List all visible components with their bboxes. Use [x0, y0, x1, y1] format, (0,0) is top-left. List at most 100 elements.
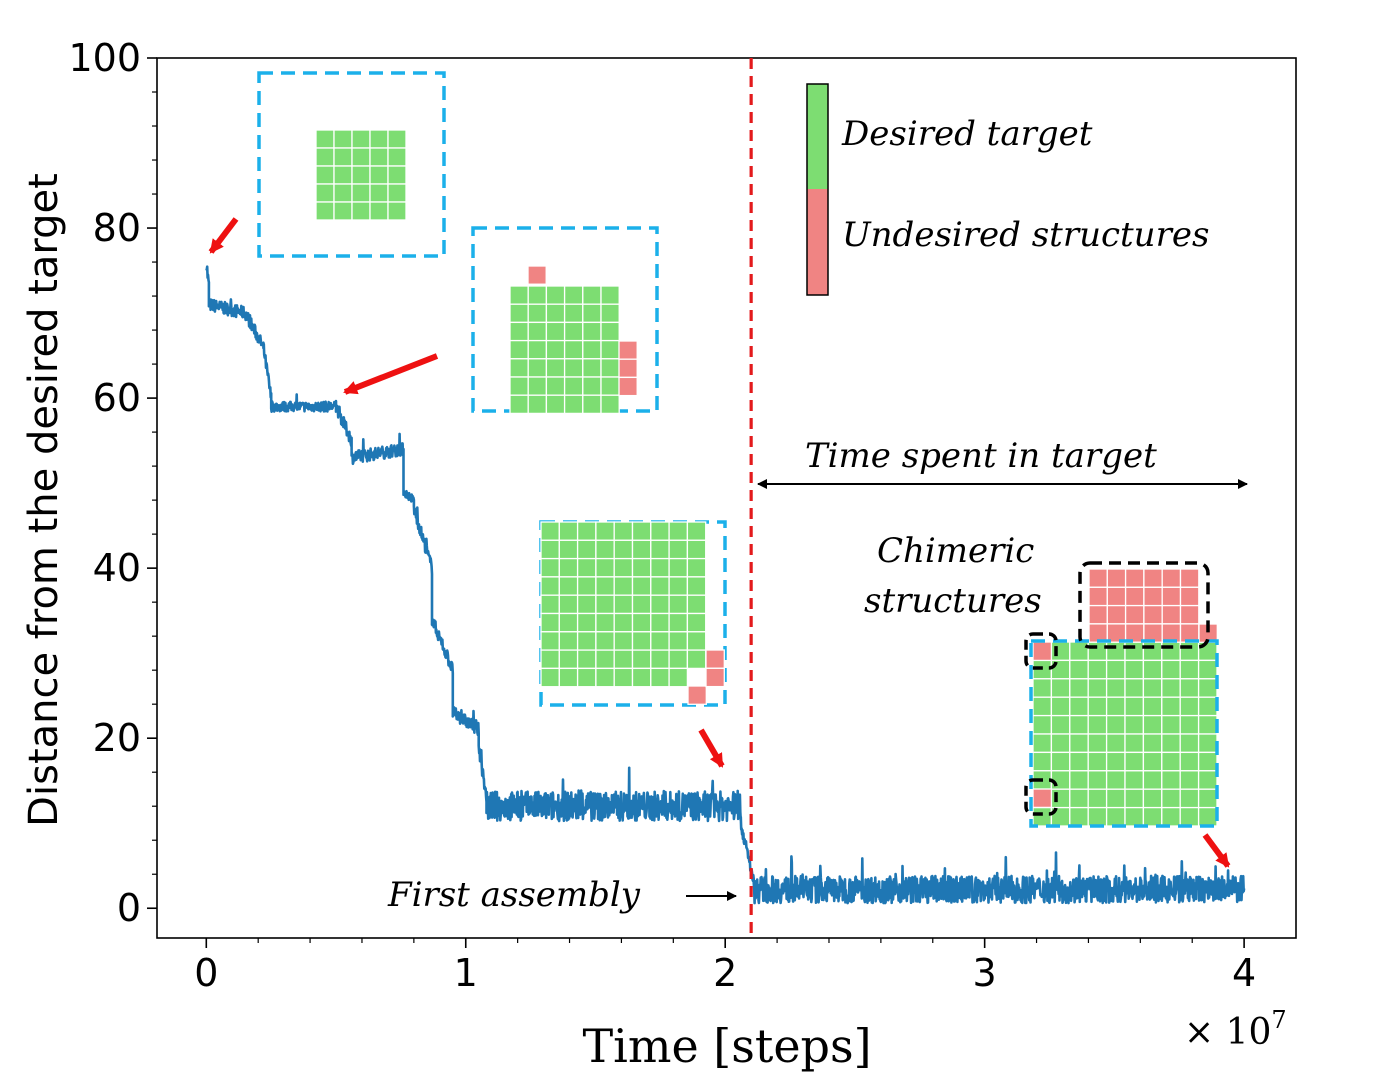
tile — [1197, 788, 1218, 809]
tile — [650, 539, 670, 560]
tile — [563, 394, 584, 415]
x-tick-label: 4 — [1232, 951, 1256, 995]
tile — [618, 376, 638, 397]
tile — [1161, 733, 1181, 754]
legend: Desired target Undesired structures — [806, 83, 1209, 296]
tile — [333, 201, 353, 221]
tile — [582, 376, 602, 396]
tile — [1142, 714, 1163, 735]
tile — [1143, 604, 1163, 625]
inset-partial-assembly — [471, 226, 659, 415]
tile — [1124, 714, 1145, 735]
tile — [558, 557, 579, 578]
tile — [540, 667, 560, 688]
tile — [600, 376, 620, 396]
tile — [1088, 568, 1108, 588]
tile — [576, 576, 597, 596]
tile — [613, 594, 634, 615]
tile — [1106, 604, 1127, 625]
tile — [369, 165, 389, 185]
pointer-arrow-2 — [343, 353, 439, 395]
tile — [1105, 714, 1126, 735]
tile — [527, 358, 548, 378]
tile — [1069, 659, 1089, 680]
tile — [333, 147, 353, 167]
tile — [1087, 806, 1108, 827]
legend-label-desired: Desired target — [841, 114, 1093, 154]
tile — [582, 394, 602, 415]
tile — [576, 521, 597, 541]
pointer-arrow-3 — [698, 728, 725, 768]
tile — [1124, 696, 1145, 717]
tile — [1143, 586, 1163, 607]
tile — [1087, 678, 1108, 698]
tile — [527, 321, 548, 342]
tile — [540, 594, 560, 615]
tile — [1124, 751, 1145, 772]
tile — [668, 594, 689, 615]
tile — [1179, 714, 1200, 735]
tile — [545, 285, 566, 305]
tile — [1124, 659, 1145, 680]
tile — [558, 667, 579, 688]
tile — [582, 303, 602, 324]
tile — [631, 594, 652, 615]
tile — [613, 612, 634, 633]
tile — [1161, 659, 1181, 680]
tile — [1161, 568, 1182, 588]
tile — [1179, 788, 1200, 809]
tile — [1032, 751, 1053, 772]
tile — [1087, 788, 1108, 809]
tile — [1032, 714, 1053, 735]
tile — [563, 321, 584, 342]
y-tick-label: 60 — [93, 376, 141, 420]
tile — [1087, 751, 1108, 772]
tile — [1197, 733, 1218, 754]
tile — [1050, 751, 1071, 772]
chimeric-outline-large — [1078, 561, 1210, 649]
tile — [315, 201, 335, 221]
tile — [509, 285, 529, 305]
tile — [527, 376, 548, 396]
tile — [613, 539, 634, 560]
tile — [705, 649, 725, 669]
tile — [1197, 751, 1218, 772]
tile — [1142, 641, 1163, 662]
tile — [1069, 733, 1089, 754]
tile — [1142, 659, 1163, 680]
tile — [1142, 696, 1163, 717]
tile — [1179, 604, 1200, 625]
tile — [563, 285, 584, 305]
tile — [1124, 806, 1145, 827]
tile — [558, 631, 579, 651]
tile — [1179, 678, 1200, 698]
tile — [613, 667, 634, 688]
tile — [527, 285, 548, 305]
tile — [351, 129, 371, 149]
tile — [1105, 770, 1126, 790]
tile — [1179, 770, 1200, 790]
tile — [351, 183, 371, 203]
tile — [1105, 641, 1126, 662]
tile — [595, 539, 615, 560]
tile — [1142, 678, 1163, 698]
series-line-distance — [205, 265, 1246, 905]
tile — [545, 303, 566, 324]
tile — [545, 321, 566, 342]
tile — [563, 358, 584, 378]
inset-near-complete — [539, 520, 727, 707]
tile — [315, 147, 335, 167]
tile — [1069, 641, 1089, 662]
inset3-grid — [540, 521, 725, 705]
tile — [600, 394, 620, 415]
y-tick-label: 100 — [68, 36, 141, 80]
tile — [369, 201, 389, 221]
tile — [1069, 806, 1089, 827]
tile — [650, 631, 670, 651]
tile — [1124, 568, 1145, 588]
tile — [1032, 678, 1053, 698]
tile — [540, 649, 560, 670]
tile — [1105, 806, 1126, 827]
tile — [576, 612, 597, 633]
inset-chimeric — [1024, 561, 1219, 828]
